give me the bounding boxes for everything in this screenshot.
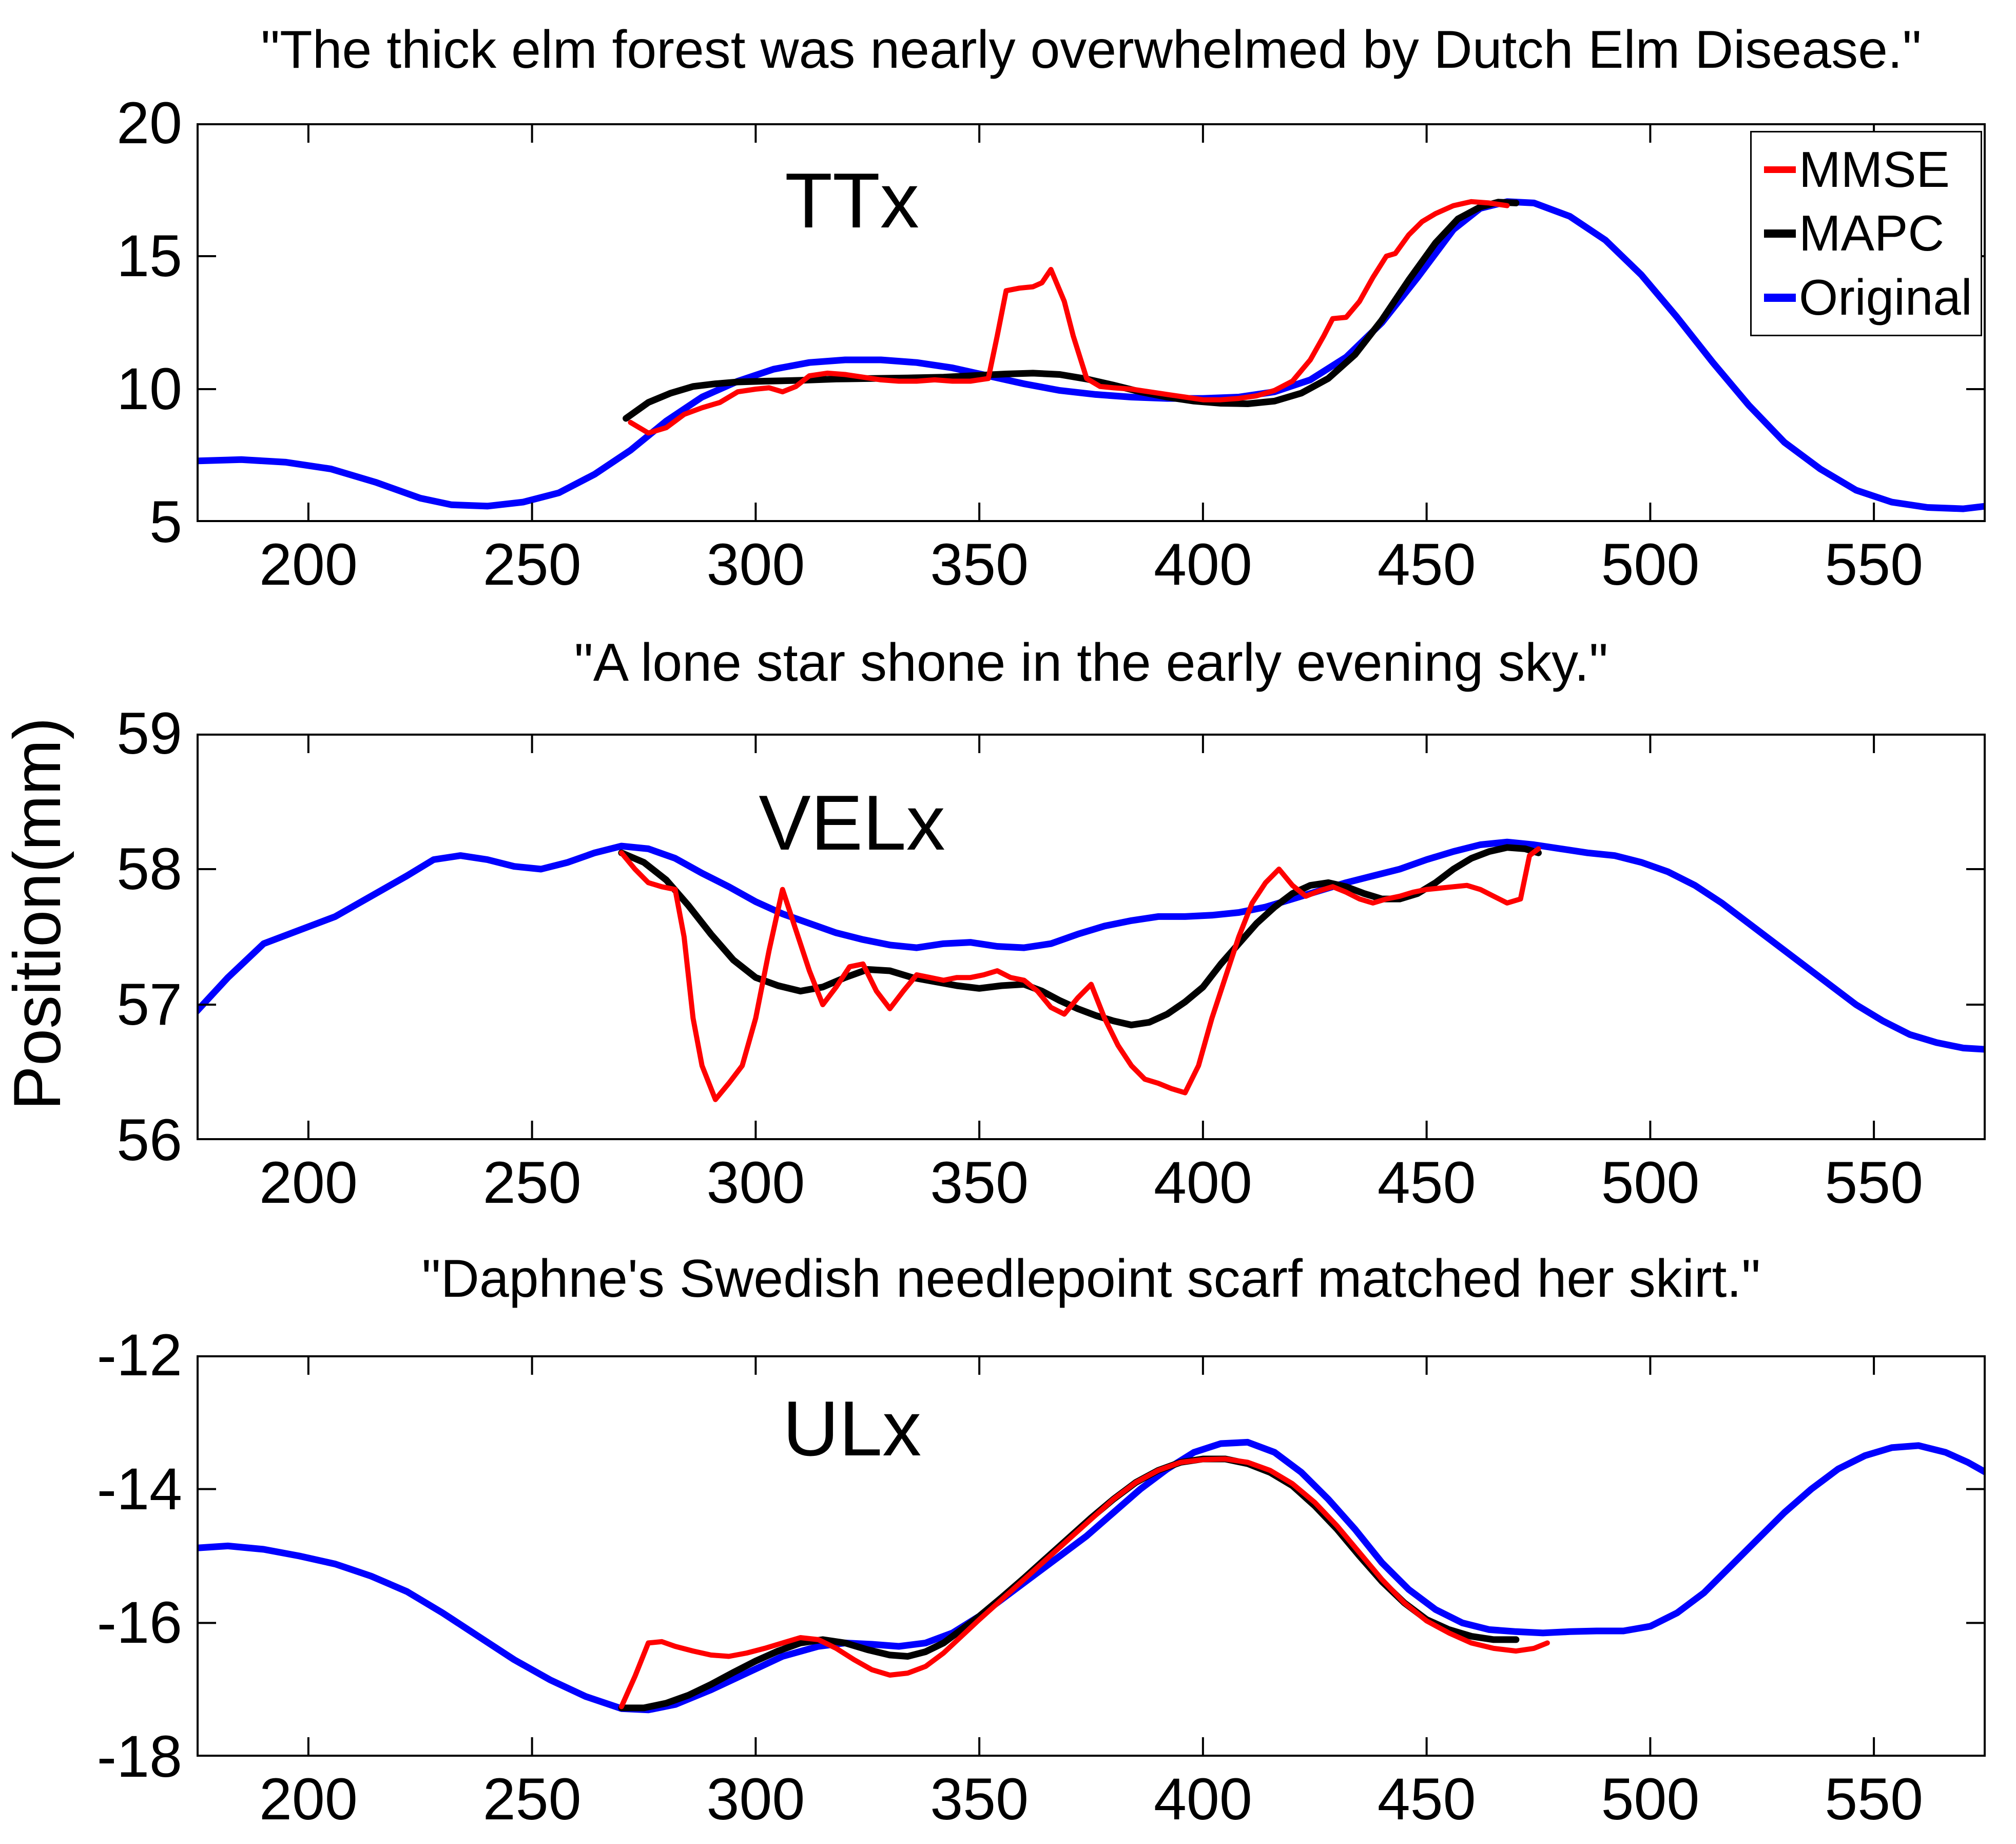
legend: MMSE MAPC Original bbox=[1750, 131, 1982, 336]
x-tick-label: 200 bbox=[259, 1766, 358, 1832]
y-tick-label: -14 bbox=[96, 1456, 182, 1522]
original-series-line bbox=[197, 198, 1986, 512]
original-series-line bbox=[197, 838, 1986, 1053]
mmse-series-line bbox=[628, 199, 1510, 436]
subplot-1-axes bbox=[197, 123, 1986, 522]
y-tick-label: 15 bbox=[117, 223, 182, 289]
subplot-1-series-group-label: TTx bbox=[785, 157, 919, 244]
y-tick-label: 57 bbox=[117, 972, 182, 1038]
x-tick-label: 400 bbox=[1153, 1150, 1252, 1216]
legend-label-mmse: MMSE bbox=[1799, 141, 1950, 198]
x-tick-label: 500 bbox=[1601, 532, 1700, 598]
y-tick-label: -12 bbox=[96, 1322, 182, 1388]
x-tick-label: 450 bbox=[1377, 1150, 1476, 1216]
mmse-series-line bbox=[618, 1456, 1550, 1709]
y-tick-label: -16 bbox=[96, 1590, 182, 1656]
y-tick-label: 5 bbox=[149, 489, 182, 555]
mapc-series-line bbox=[618, 844, 1542, 1029]
y-tick-label: 56 bbox=[117, 1107, 182, 1173]
x-tick-label: 350 bbox=[930, 532, 1029, 598]
x-tick-label: 250 bbox=[482, 532, 581, 598]
x-tick-label: 400 bbox=[1153, 1766, 1252, 1832]
x-tick-label: 450 bbox=[1377, 532, 1476, 598]
legend-label-mapc: MAPC bbox=[1799, 205, 1945, 262]
y-tick-label: -18 bbox=[96, 1724, 182, 1790]
mmse-series-line bbox=[618, 846, 1541, 1102]
x-tick-label: 200 bbox=[259, 1150, 358, 1216]
y-tick-label: 58 bbox=[117, 836, 182, 902]
axes-border bbox=[197, 1355, 1986, 1757]
x-tick-label: 300 bbox=[706, 1766, 805, 1832]
x-tick-label: 500 bbox=[1601, 1150, 1700, 1216]
legend-entry-original: Original bbox=[1764, 267, 1981, 329]
subplot-3-plot-area bbox=[197, 1355, 1986, 1757]
subplot-3-title: "Daphne's Swedish needlepoint scarf matc… bbox=[421, 1249, 1761, 1309]
y-tick-label: 59 bbox=[117, 701, 182, 766]
subplot-2-axes bbox=[197, 734, 1986, 1140]
original-series-line bbox=[197, 1438, 1986, 1714]
axes-border bbox=[197, 123, 1986, 522]
x-tick-label: 300 bbox=[706, 1150, 805, 1216]
subplot-1-plot-area bbox=[197, 123, 1986, 522]
x-tick-label: 500 bbox=[1601, 1766, 1700, 1832]
axes-border bbox=[197, 734, 1986, 1140]
x-tick-label: 450 bbox=[1377, 1766, 1476, 1832]
y-axis-label: Position(mm) bbox=[0, 717, 74, 1110]
x-tick-label: 250 bbox=[482, 1766, 581, 1832]
legend-label-original: Original bbox=[1799, 269, 1972, 326]
x-tick-label: 550 bbox=[1825, 1766, 1924, 1832]
subplot-2-title: "A lone star shone in the early evening … bbox=[574, 633, 1608, 693]
legend-entry-mmse: MMSE bbox=[1764, 139, 1981, 200]
subplot-3-axes bbox=[197, 1355, 1986, 1757]
x-tick-label: 300 bbox=[706, 532, 805, 598]
x-tick-label: 250 bbox=[482, 1150, 581, 1216]
subplot-2-plot-area bbox=[197, 734, 1986, 1140]
subplot-1-title: "The thick elm forest was nearly overwhe… bbox=[261, 20, 1922, 80]
x-tick-label: 400 bbox=[1153, 532, 1252, 598]
x-tick-label: 550 bbox=[1825, 1150, 1924, 1216]
y-tick-label: 10 bbox=[117, 356, 182, 422]
x-tick-label: 550 bbox=[1825, 532, 1924, 598]
x-tick-label: 350 bbox=[930, 1766, 1029, 1832]
original-line-swatch-icon bbox=[1764, 293, 1796, 302]
subplot-2-series-group-label: VELx bbox=[759, 779, 945, 867]
y-tick-label: 20 bbox=[117, 90, 182, 156]
subplot-3-series-group-label: ULx bbox=[782, 1385, 922, 1472]
x-tick-label: 350 bbox=[930, 1150, 1029, 1216]
x-tick-label: 200 bbox=[259, 532, 358, 598]
mapc-line-swatch-icon bbox=[1764, 229, 1796, 238]
mmse-line-swatch-icon bbox=[1764, 166, 1796, 173]
legend-entry-mapc: MAPC bbox=[1764, 203, 1981, 264]
mapc-series-line bbox=[623, 199, 1520, 422]
